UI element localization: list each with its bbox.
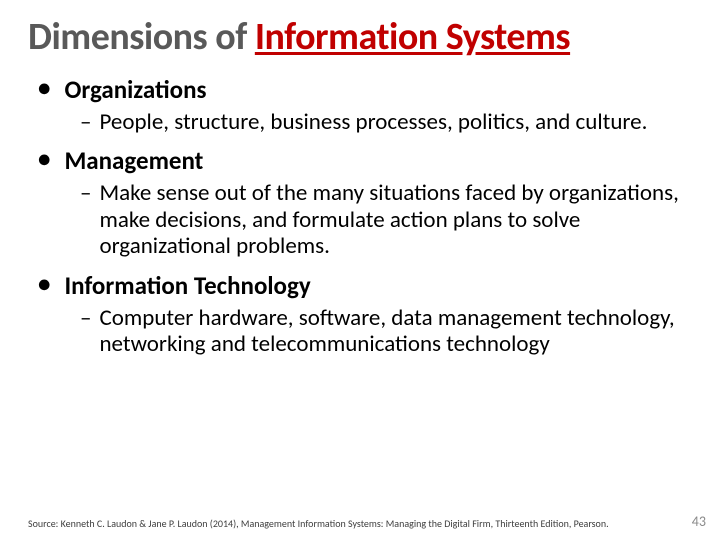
dash-icon: – (80, 109, 91, 135)
slide-title: Dimensions of Information Systems (28, 18, 692, 58)
subbullet-text: Make sense out of the many situations fa… (99, 180, 682, 259)
subbullet-management: – Make sense out of the many situations … (80, 180, 682, 259)
bullet-label: Organizations (64, 74, 206, 105)
bullet-label: Management (64, 145, 203, 176)
subbullet-information-technology: – Computer hardware, software, data mana… (80, 305, 682, 358)
bullet-information-technology: • Information Technology (38, 270, 692, 301)
page-number: 43 (692, 513, 706, 530)
subbullet-text: People, structure, business processes, p… (99, 109, 647, 135)
bullet-icon: • (38, 145, 50, 173)
dash-icon: – (80, 305, 91, 331)
slide-body: • Organizations – People, structure, bus… (28, 74, 692, 358)
title-accent: Information Systems (255, 14, 570, 60)
title-plain: Dimensions of (28, 14, 255, 60)
subbullet-text: Computer hardware, software, data manage… (99, 305, 682, 358)
source-citation: Source: Kenneth C. Laudon & Jane P. Laud… (28, 517, 660, 530)
dash-icon: – (80, 180, 91, 206)
slide: Dimensions of Information Systems • Orga… (0, 0, 720, 540)
subbullet-organizations: – People, structure, business processes,… (80, 109, 682, 135)
bullet-organizations: • Organizations (38, 74, 692, 105)
bullet-management: • Management (38, 145, 692, 176)
bullet-icon: • (38, 270, 50, 298)
bullet-icon: • (38, 74, 50, 102)
bullet-label: Information Technology (64, 270, 310, 301)
